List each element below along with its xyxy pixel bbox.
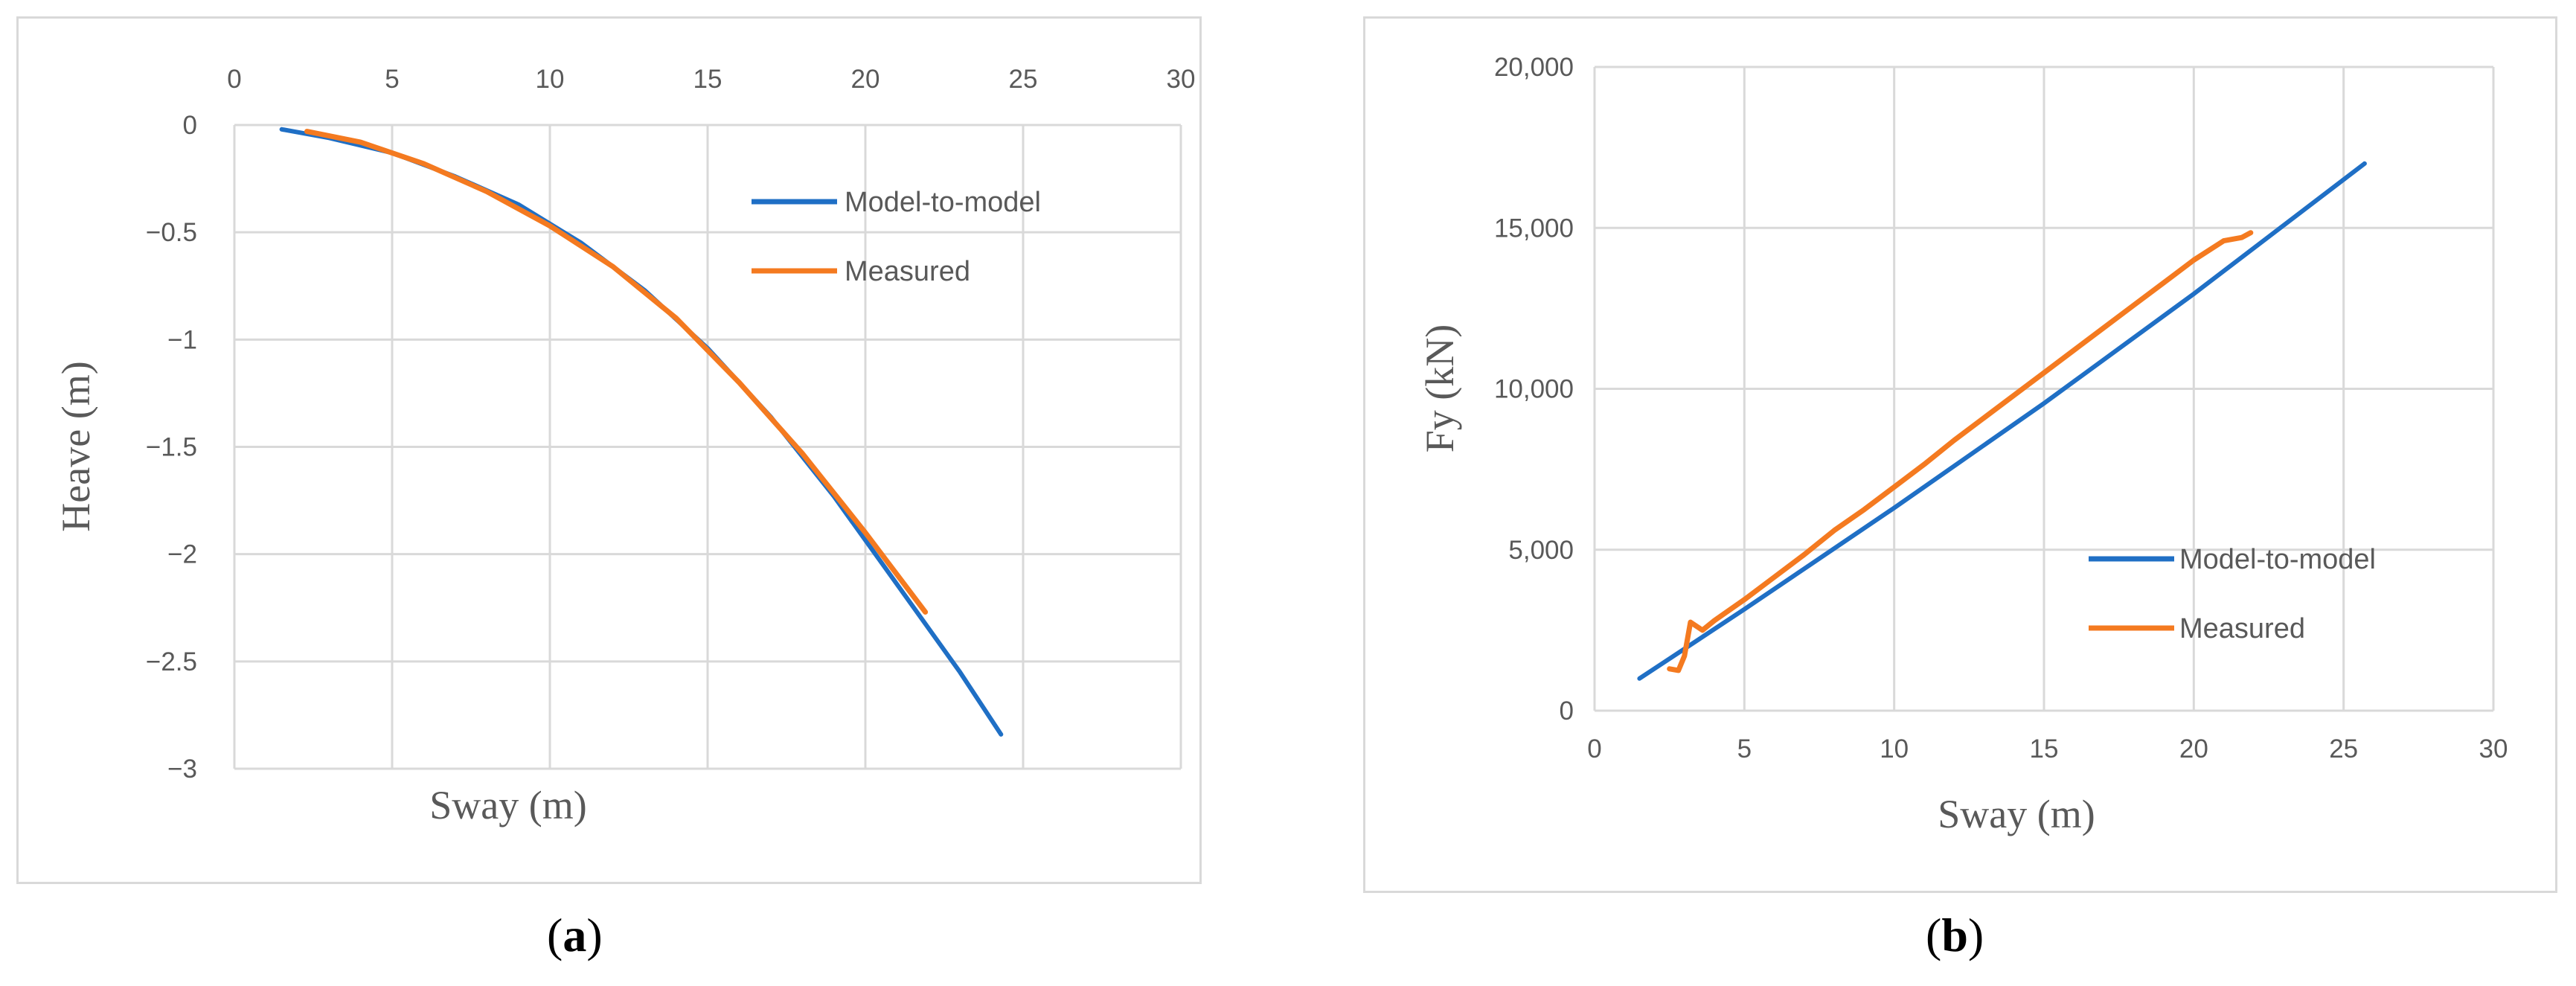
- y-tick-label: 10,000: [1494, 375, 1574, 404]
- x-tick-label: 25: [1009, 65, 1038, 94]
- x-tick-label: 10: [536, 65, 565, 94]
- legend-label: Measured: [845, 256, 970, 287]
- chart-b-frame: [1363, 16, 2557, 893]
- y-tick-label: −1.5: [146, 433, 197, 462]
- legend-label: Measured: [2179, 613, 2305, 644]
- x-axis-title: Sway (m): [1938, 792, 2095, 836]
- x-axis-title: Sway (m): [429, 783, 586, 827]
- x-tick-label: 25: [2329, 734, 2358, 763]
- y-tick-label: 20,000: [1494, 53, 1574, 82]
- x-tick-label: 0: [227, 65, 241, 94]
- chart-a-frame: [16, 16, 1202, 884]
- y-axis-title: Fy (kN): [1417, 324, 1462, 453]
- y-tick-label: 0: [183, 111, 197, 140]
- y-axis-title: Heave (m): [54, 361, 98, 531]
- series-line-measured: [1667, 230, 2254, 673]
- y-tick-label: −1: [167, 325, 197, 354]
- y-tick-label: 0: [1560, 697, 1574, 726]
- y-tick-label: 15,000: [1494, 214, 1574, 243]
- series-line-measured: [304, 129, 929, 615]
- y-tick-label: −2: [167, 540, 197, 569]
- y-tick-label: 5,000: [1508, 536, 1574, 565]
- x-tick-label: 20: [851, 65, 880, 94]
- y-tick-label: −3: [167, 755, 197, 784]
- caption-b: (b): [1926, 909, 1984, 961]
- x-tick-label: 10: [1880, 734, 1909, 763]
- x-tick-label: 15: [2030, 734, 2059, 763]
- y-tick-label: −2.5: [146, 647, 197, 676]
- x-tick-label: 5: [1737, 734, 1752, 763]
- series-line-model-to-model: [1637, 161, 2367, 681]
- caption-a: (a): [547, 909, 603, 961]
- x-tick-label: 15: [693, 65, 723, 94]
- x-tick-label: 20: [2179, 734, 2208, 763]
- x-tick-label: 5: [385, 65, 399, 94]
- y-tick-label: −0.5: [146, 218, 197, 247]
- legend-label: Model-to-model: [2179, 544, 2376, 575]
- x-tick-label: 30: [2479, 734, 2508, 763]
- x-tick-label: 0: [1587, 734, 1601, 763]
- legend-label: Model-to-model: [845, 187, 1041, 218]
- x-tick-label: 30: [1167, 65, 1196, 94]
